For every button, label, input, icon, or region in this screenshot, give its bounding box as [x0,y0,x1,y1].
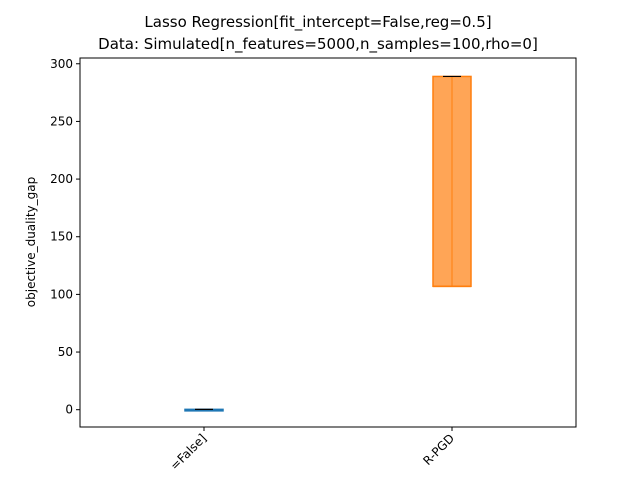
x-tick-label: =False] [168,431,210,473]
x-tick-label: R-PGD [420,431,457,468]
plot-area-frame [79,57,577,428]
y-tick-label: 0 [65,403,73,417]
box-body [432,75,472,288]
y-tick-label: 50 [58,345,73,359]
chart-title-line-2: Data: Simulated[n_features=5000,n_sample… [98,35,538,54]
y-tick-label: 100 [50,287,73,301]
y-axis-label: objective_duality_gap [24,177,38,307]
y-tick-label: 300 [50,57,73,71]
y-tick-label: 200 [50,172,73,186]
chart-title-line-1: Lasso Regression[fit_intercept=False,reg… [144,13,491,32]
y-tick-label: 250 [50,114,73,128]
y-tick-label: 150 [50,230,73,244]
